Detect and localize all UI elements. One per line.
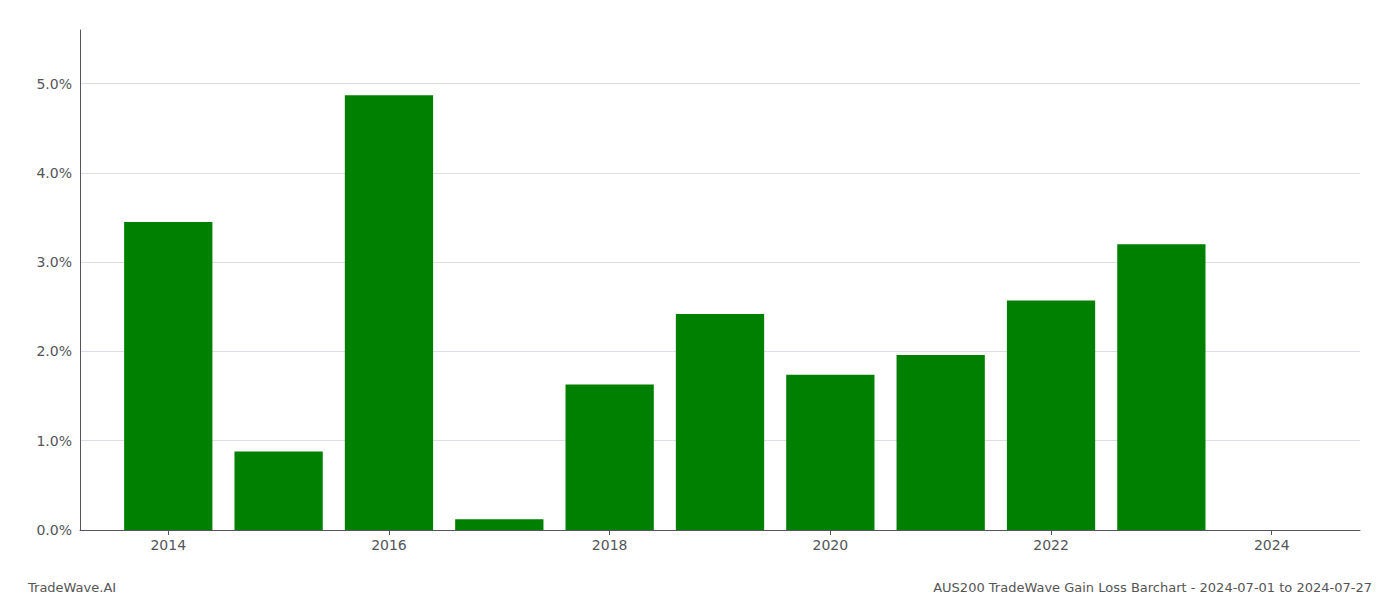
svg-text:2022: 2022 <box>1033 537 1069 553</box>
svg-text:3.0%: 3.0% <box>36 254 72 270</box>
svg-text:1.0%: 1.0% <box>36 433 72 449</box>
svg-text:4.0%: 4.0% <box>36 165 72 181</box>
svg-text:TradeWave.AI: TradeWave.AI <box>27 580 116 595</box>
svg-text:2.0%: 2.0% <box>36 343 72 359</box>
svg-text:2020: 2020 <box>813 537 849 553</box>
svg-text:2018: 2018 <box>592 537 628 553</box>
svg-text:2014: 2014 <box>150 537 186 553</box>
svg-text:0.0%: 0.0% <box>36 522 72 538</box>
svg-text:5.0%: 5.0% <box>36 76 72 92</box>
svg-text:2016: 2016 <box>371 537 407 553</box>
svg-text:AUS200 TradeWave Gain Loss Bar: AUS200 TradeWave Gain Loss Barchart - 20… <box>933 580 1372 595</box>
svg-text:2024: 2024 <box>1254 537 1290 553</box>
